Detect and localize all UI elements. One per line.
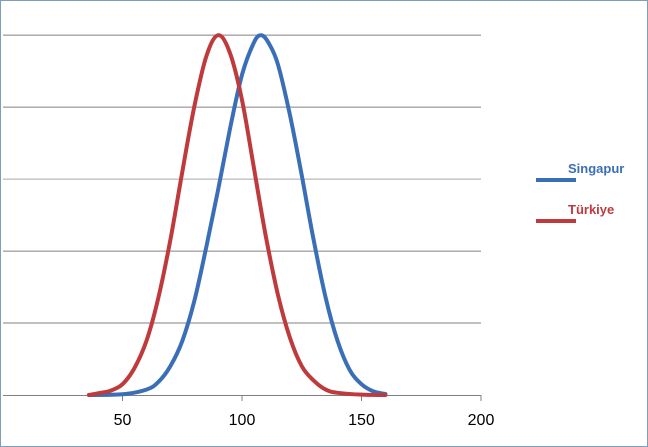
series-line-t-rkiye [87,33,388,397]
x-tick-label: 100 [229,412,256,429]
x-tick-label: 50 [114,412,132,429]
legend-label: Singapur [568,161,624,176]
series-line-singapur [87,33,388,397]
plot-area [87,33,388,397]
gridlines [3,34,481,324]
x-axis: 50 100 150 200 [3,395,494,429]
legend: Singapur Türkiye [536,161,624,223]
legend-label: Türkiye [568,202,614,217]
x-tick-label: 200 [468,412,495,429]
x-tick-label: 150 [348,412,375,429]
